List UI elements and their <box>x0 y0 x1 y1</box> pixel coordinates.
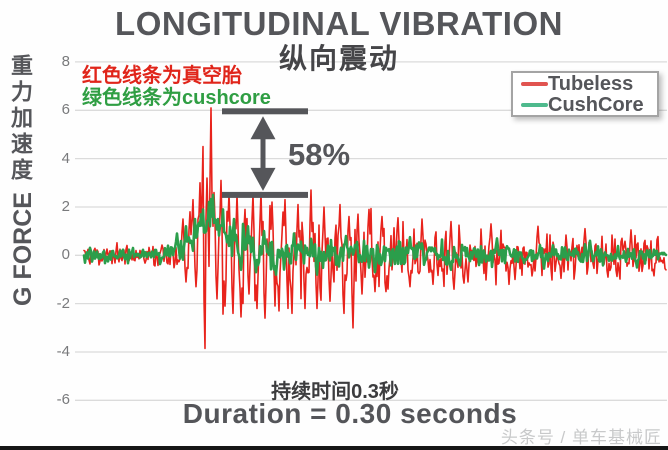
cushcore-note-chinese: 绿色线条为cushcore <box>82 87 271 109</box>
legend: Tubeless CushCore <box>511 71 659 117</box>
tubeless-series-line <box>83 107 667 350</box>
y-axis-label-gforce: G FORCE <box>9 192 37 306</box>
duration-note-chinese: 持续时间0.3秒 <box>271 381 399 403</box>
cushcore-series-line <box>82 193 668 276</box>
reduction-percentage-label: 58% <box>288 137 351 172</box>
watermark: 头条号 / 单车基械匠 <box>500 428 662 447</box>
y-tick-label: -4 <box>56 343 70 360</box>
y-tick-label: 2 <box>61 198 70 215</box>
duration-note-english: Duration = 0.30 seconds <box>182 398 518 429</box>
legend-label-cushcore: CushCore <box>548 93 644 116</box>
legend-label-tubeless: Tubeless <box>548 72 634 95</box>
y-axis-label-chinese: 重力加速度 <box>8 54 33 184</box>
cushcore-swatch-icon <box>521 102 548 107</box>
y-tick-label: 8 <box>61 53 70 70</box>
lower-reference-bar <box>222 191 308 198</box>
y-tick-label: 0 <box>61 246 70 263</box>
upper-reference-bar <box>222 108 308 115</box>
legend-item-tubeless: Tubeless <box>521 73 657 94</box>
y-tick-label: 6 <box>61 101 70 118</box>
arrow-down-icon <box>250 167 276 191</box>
legend-item-cushcore: CushCore <box>521 94 657 115</box>
page-subtitle-chinese: 纵向震动 <box>278 43 399 74</box>
bottom-border-bar <box>0 446 668 450</box>
page-title: LONGITUDINAL VIBRATION <box>115 5 563 42</box>
arrow-up-icon <box>250 116 276 140</box>
y-tick-label: -2 <box>56 295 70 312</box>
reduction-annotation <box>222 108 308 198</box>
y-tick-label: -6 <box>56 391 70 408</box>
y-tick-label: 4 <box>61 150 70 167</box>
tubeless-swatch-icon <box>521 81 548 86</box>
tubeless-note-chinese: 红色线条为真空胎 <box>82 65 242 87</box>
